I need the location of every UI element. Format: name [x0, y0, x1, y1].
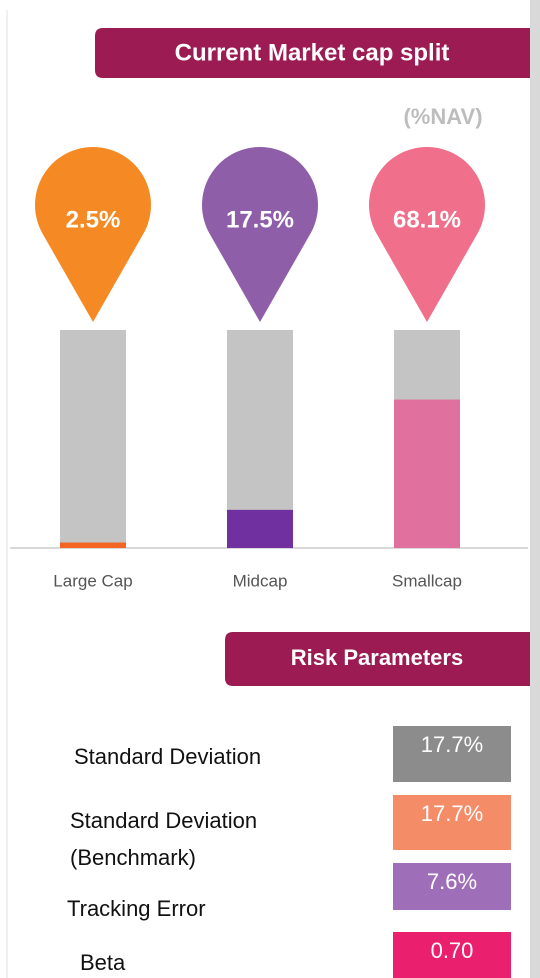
value-label: 17.5% — [226, 206, 294, 233]
risk-label: Standard Deviation — [74, 744, 262, 769]
title-banner — [95, 28, 530, 78]
left-edge — [6, 10, 8, 978]
risk-label: Beta — [80, 950, 126, 975]
bar-track — [60, 330, 126, 548]
risk-value: 17.7% — [393, 726, 511, 782]
bar — [394, 399, 460, 548]
risk-value: 0.70 — [393, 932, 511, 978]
value-label: 2.5% — [66, 206, 121, 233]
value-label: 68.1% — [393, 206, 461, 233]
pin — [369, 147, 485, 322]
side-strip — [530, 0, 540, 978]
pin — [35, 146, 151, 322]
x-tick-label: Large Cap — [53, 571, 132, 590]
chart-title: Current Market cap split — [175, 39, 450, 66]
pin — [201, 146, 318, 322]
risk-banner — [225, 632, 530, 686]
risk-label: Standard Deviation (Benchmark) — [70, 808, 258, 870]
risk-value: 7.6% — [393, 863, 511, 910]
risk-value: 17.7% — [393, 795, 511, 850]
bar — [60, 542, 126, 548]
risk-label: Tracking Error — [67, 896, 206, 921]
x-tick-label: Smallcap — [392, 571, 462, 590]
bar — [227, 509, 293, 548]
risk-title: Risk Parameters — [291, 645, 463, 670]
chart-subtitle: (%NAV) — [403, 104, 482, 129]
x-tick-label: Midcap — [233, 571, 288, 590]
